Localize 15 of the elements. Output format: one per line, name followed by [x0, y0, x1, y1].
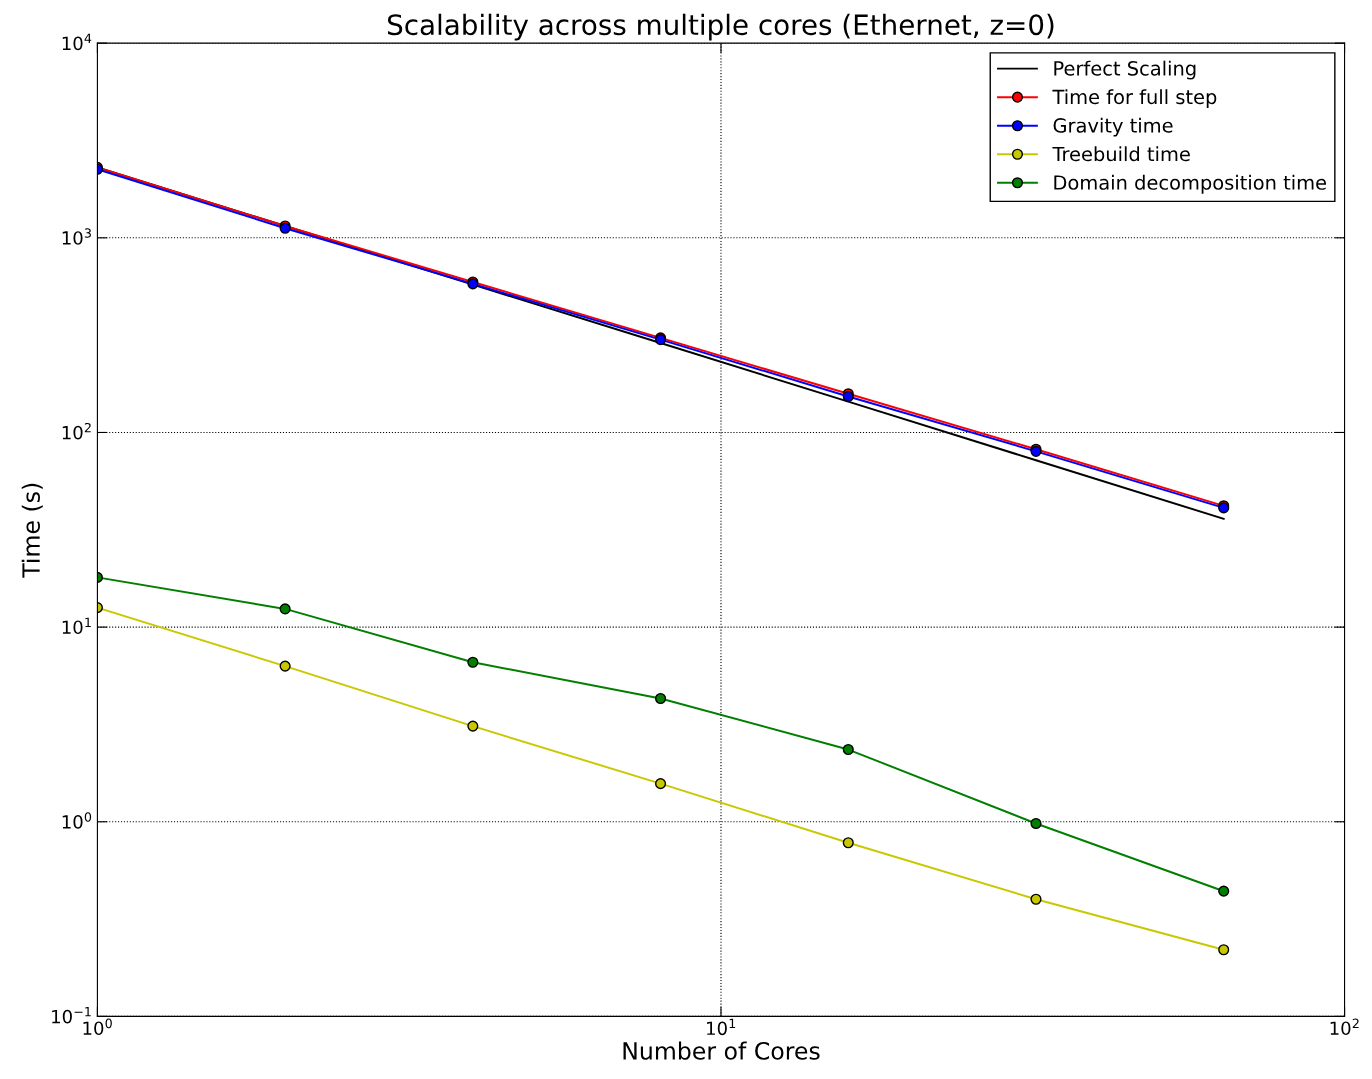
legend-label: Treebuild time [1052, 146, 1190, 162]
legend-label: Perfect Scaling [1054, 60, 1196, 80]
x-tick-label: 10$^{1}$ [707, 1018, 736, 1036]
x-tick-label: 10$^{2}$ [1330, 1018, 1359, 1036]
y-tick-label: 10$^{0}$ [62, 812, 92, 829]
y-tick-label: 10$^{4}$ [62, 33, 92, 51]
y-axis-title: Time (s) [21, 483, 43, 578]
legend-label: Time for full step [1052, 89, 1217, 109]
chart-title: Scalability across multiple cores (Ethernet, z=0) [387, 13, 1054, 41]
legend-label: Domain decomposition time [1054, 174, 1327, 194]
y-tick-label: 10$^{3}$ [62, 228, 91, 245]
legend-label: Gravity time [1053, 117, 1173, 137]
x-axis-title: Number of Cores [623, 1041, 820, 1060]
y-tick-label: 10$^{2}$ [62, 422, 91, 440]
y-tick-label: 10$^{1}$ [62, 617, 91, 635]
